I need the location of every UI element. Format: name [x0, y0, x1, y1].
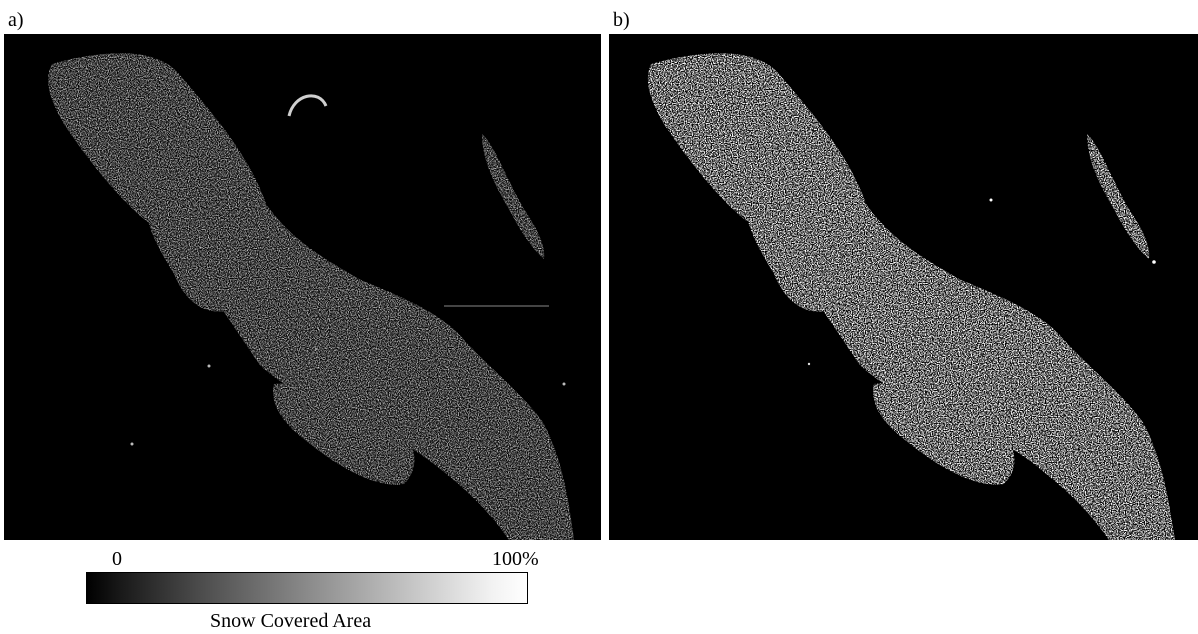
colorbar-max-label: 100% [492, 548, 539, 570]
snow-map-image-a [4, 34, 601, 540]
snow-map-panel-b [609, 34, 1198, 540]
panel-b-label: b) [613, 9, 630, 31]
colorbar-legend: 0 100% Snow Covered Area [86, 548, 561, 634]
colorbar-min-label: 0 [112, 548, 122, 570]
panel-a-label: a) [8, 9, 24, 31]
colorbar-title: Snow Covered Area [210, 610, 372, 632]
colorbar-gradient [86, 572, 528, 604]
snow-map-image-b [609, 34, 1198, 540]
snow-map-panel-a [4, 34, 601, 540]
